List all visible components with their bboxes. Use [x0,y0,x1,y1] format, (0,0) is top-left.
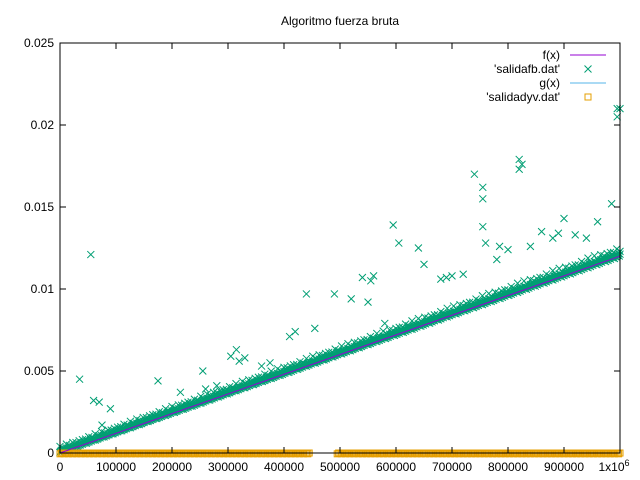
legend-square-swatch [584,93,592,101]
salidafb-point [577,257,586,266]
salidafb-point [478,183,487,192]
salidafb-point [232,345,241,354]
salidafb-point [526,242,535,251]
salidafb-point [369,272,378,280]
y-tick-label: 0 [47,446,54,460]
salidafb-point [266,358,274,367]
salidafb-point [515,165,524,174]
salidafb-point [394,239,403,247]
salidafb-point [330,290,339,298]
salidafb-point [212,381,221,390]
salidafb-point [240,354,249,362]
series-salidafb-points [56,104,624,457]
x-tick-label: 400000 [264,460,304,474]
fx-line [59,255,621,454]
x-axis: 0 100000 200000 300000 400000 500000 600000 700… [57,43,630,474]
salidafb-point [366,276,375,285]
x-tick-label: 900000 [544,460,584,474]
salidafb-point [154,376,162,385]
salidafb-point [201,385,210,393]
salidafb-point [380,319,389,328]
y-tick-label: 0.005 [24,364,54,378]
salidafb-point [515,155,524,164]
salidafb-point [582,234,591,243]
salidafb-point [176,388,185,397]
salidafb-point [198,367,207,375]
salidafb-point [86,250,95,259]
salidafb-point [364,298,372,306]
salidadyv-point [615,450,623,458]
salidafb-point [95,398,104,407]
salidafb-point [436,275,445,284]
y-tick-label: 0.025 [24,36,54,50]
legend-label: 'salidadyv.dat' [486,90,560,104]
legend-label: g(x) [539,76,560,90]
salidafb-point [478,222,487,231]
salidafb-point [518,160,526,169]
salidafb-point [414,244,423,252]
y-tick-label: 0.015 [24,200,54,214]
salidafb-point [593,217,602,226]
legend: f(x)'salidafb.dat'g(x)'salidadyv.dat' [486,48,606,104]
function-lines [59,255,621,454]
legend-cross-swatch [584,65,592,73]
x-tick-label: 1x106 [598,458,629,474]
chart-title: Algoritmo fuerza bruta [281,14,399,28]
salidafb-point [470,170,479,179]
x-tick-label: 500000 [320,460,360,474]
legend-label: 'salidafb.dat' [494,62,560,76]
x-tick-label: 800000 [488,460,528,474]
plot-frame [59,42,621,454]
salidafb-point [257,362,266,370]
salidafb-point [478,194,487,203]
salidafb-point [537,227,546,236]
salidafb-point [235,357,244,366]
salidafb-point [347,294,356,303]
x-tick-label: 200000 [152,460,192,474]
x-tick-label: 100000 [96,460,136,474]
salidafb-point [571,231,580,239]
salidafb-point [560,214,568,223]
salidafb-point [448,272,456,280]
salidafb-point [75,375,84,384]
salidafb-point [459,270,468,279]
salidafb-point [389,221,398,229]
x-tick-exponent: 6 [625,458,630,468]
salidadyv-point [304,450,312,458]
salidafb-point [612,245,621,253]
y-tick-label: 0.02 [31,118,55,132]
y-tick-label: 0.01 [31,282,55,296]
salidafb-point [291,327,300,336]
legend-label: f(x) [543,48,560,62]
x-tick-label: 300000 [208,460,248,474]
salidafb-point [226,352,235,361]
x-tick-label: 700000 [432,460,472,474]
salidafb-point [481,239,490,247]
salidafb-point [358,273,367,282]
salidafb-point [106,404,115,413]
salidafb-point [554,229,563,238]
x-tick-label: 0 [57,460,64,474]
salidafb-point [504,245,512,254]
y-axis: 0 0.005 0.01 0.015 0.02 0.025 [24,36,620,460]
salidafb-point [607,199,616,208]
salidafb-point [310,324,319,333]
salidafb-point [442,273,451,282]
salidafb-point [420,260,428,269]
salidafb-point [492,255,501,264]
salidafb-point [98,421,106,429]
x-tick-label: 600000 [376,460,416,474]
salidafb-point [302,290,311,298]
salidafb-point [89,396,98,405]
salidafb-point [495,242,504,251]
